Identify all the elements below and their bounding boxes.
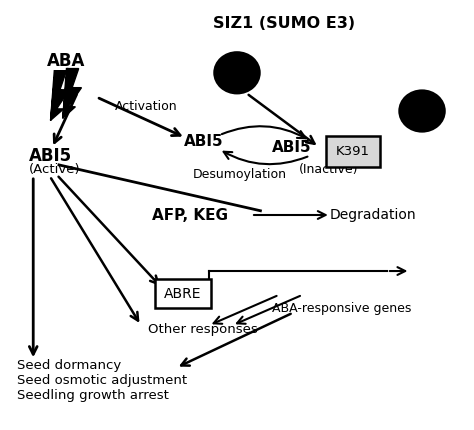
Text: SIZ1 (SUMO E3): SIZ1 (SUMO E3) xyxy=(213,16,355,31)
Text: (Active): (Active) xyxy=(28,163,80,176)
Text: Other responses: Other responses xyxy=(148,323,258,336)
Text: Desumoylation: Desumoylation xyxy=(192,168,286,181)
FancyBboxPatch shape xyxy=(326,136,380,166)
FancyBboxPatch shape xyxy=(155,279,211,308)
Text: ABA-responsive genes: ABA-responsive genes xyxy=(272,302,411,315)
Text: AFP, KEG: AFP, KEG xyxy=(152,208,228,222)
Circle shape xyxy=(215,52,259,93)
Polygon shape xyxy=(63,68,82,118)
Circle shape xyxy=(400,91,445,132)
Text: Degradation: Degradation xyxy=(329,208,416,222)
Text: ABA: ABA xyxy=(47,52,86,71)
Text: Activation: Activation xyxy=(115,100,178,113)
Text: ABI5: ABI5 xyxy=(273,140,312,155)
Text: Seed osmotic adjustment: Seed osmotic adjustment xyxy=(17,374,187,387)
Polygon shape xyxy=(51,71,69,120)
Text: K391: K391 xyxy=(336,145,370,158)
Text: S: S xyxy=(417,104,428,119)
Text: S: S xyxy=(231,65,243,80)
Text: Seed dormancy: Seed dormancy xyxy=(17,359,121,372)
Text: Seedling growth arrest: Seedling growth arrest xyxy=(17,389,169,402)
Text: ABRE: ABRE xyxy=(164,286,202,301)
Text: ABI5: ABI5 xyxy=(28,147,72,165)
Text: ABI5: ABI5 xyxy=(184,135,224,150)
Text: (Inactive): (Inactive) xyxy=(299,163,358,176)
